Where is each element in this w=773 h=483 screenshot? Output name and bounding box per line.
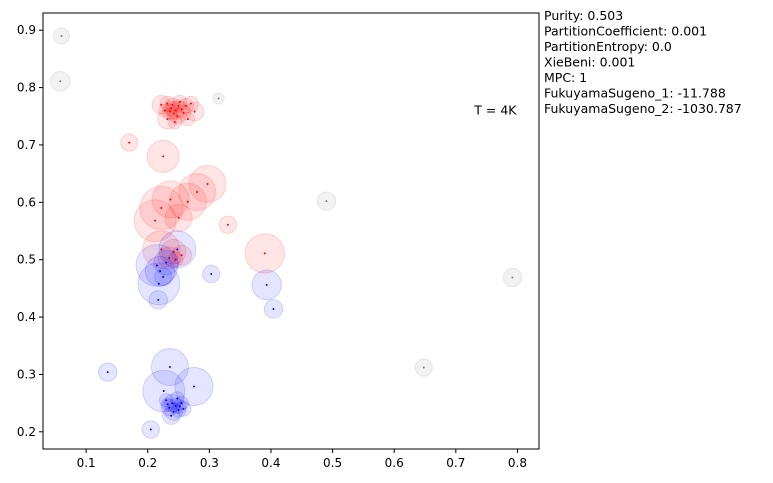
point-center [162, 275, 165, 278]
point-center [172, 410, 175, 413]
point-center [168, 256, 171, 259]
point-center [170, 107, 173, 110]
metric-line: MPC: 1 [544, 70, 587, 85]
point-center [163, 109, 166, 112]
x-tick-label: 0.2 [138, 456, 157, 470]
point-center [511, 276, 514, 279]
x-tick-label: 0.1 [77, 456, 96, 470]
point-center [174, 258, 177, 261]
point-center [160, 248, 163, 251]
point-center [154, 219, 157, 222]
point-center [160, 103, 163, 106]
metric-line: XieBeni: 0.001 [544, 55, 635, 70]
y-tick-label: 0.5 [17, 253, 36, 267]
metric-line: FukuyamaSugeno_2: -1030.787 [544, 101, 742, 116]
point-center [226, 223, 229, 226]
point-center [174, 404, 177, 407]
point-center [159, 270, 162, 273]
point-center [184, 104, 187, 107]
point-center [157, 282, 160, 285]
point-center [172, 250, 175, 253]
point-center [192, 385, 195, 388]
y-tick-label: 0.2 [17, 425, 36, 439]
point-center [176, 248, 179, 251]
point-center [60, 34, 63, 37]
point-center [189, 102, 192, 105]
point-center [182, 407, 185, 410]
point-center [263, 252, 266, 255]
y-tick-label: 0.7 [17, 138, 36, 152]
point-center [160, 207, 163, 210]
point-center [325, 200, 328, 203]
point-center [182, 111, 185, 114]
point-center [217, 97, 220, 100]
point-center [206, 182, 209, 185]
x-tick-label: 0.3 [200, 456, 219, 470]
point-center [186, 118, 189, 121]
point-center [178, 405, 181, 408]
point-center [155, 264, 158, 267]
point-center [180, 254, 183, 257]
point-center [59, 80, 62, 83]
y-tick-label: 0.9 [17, 23, 36, 37]
axes: 0.1 0.2 0.3 0.4 0.5 0.6 0.7 0.8 0.2 0.3 0.4 0.5 0.6 0… [17, 12, 540, 470]
point-center [196, 190, 199, 193]
point-center [178, 100, 181, 103]
x-tick-label: 0.4 [261, 456, 280, 470]
point-center [186, 200, 189, 203]
point-center [149, 428, 152, 431]
point-center [272, 308, 275, 311]
point-center [162, 155, 165, 158]
point-center [171, 103, 174, 106]
point-center [210, 273, 213, 276]
y-tick-label: 0.4 [17, 310, 36, 324]
x-tick-label: 0.6 [385, 456, 404, 470]
point-center [173, 121, 176, 123]
point-center [166, 403, 169, 406]
point-center [180, 108, 183, 111]
point-center [128, 141, 131, 144]
temperature-annotation: T = 4K [473, 103, 517, 118]
point-center [193, 110, 196, 113]
point-center [171, 402, 174, 405]
point-center [165, 399, 168, 402]
y-tick-label: 0.6 [17, 195, 36, 209]
point-center [168, 406, 171, 409]
y-tick-label: 0.3 [17, 367, 36, 381]
point-center [106, 371, 109, 374]
metric-line: PartitionEntropy: 0.0 [544, 39, 672, 54]
x-tick-label: 0.7 [446, 456, 465, 470]
plot-area [49, 27, 523, 439]
point-center [157, 298, 160, 301]
y-tick-label: 0.8 [17, 81, 36, 95]
point-center [174, 109, 177, 112]
point-center [177, 104, 180, 107]
point-center [165, 261, 168, 264]
point-center [168, 110, 171, 113]
point-center [177, 408, 180, 411]
point-center [168, 365, 171, 368]
point-center [180, 402, 183, 405]
metric-line: Purity: 0.503 [544, 8, 623, 23]
point-center [170, 414, 173, 417]
point-center [177, 216, 180, 219]
point-center [422, 366, 425, 369]
point-center [166, 118, 169, 121]
point-center [172, 112, 175, 115]
point-center [265, 283, 268, 286]
metric-line: PartitionCoefficient: 0.001 [544, 24, 707, 39]
point-center [166, 102, 169, 105]
point-center [176, 115, 179, 118]
plot-frame [42, 12, 540, 450]
point-center [162, 390, 165, 393]
metric-line: FukuyamaSugeno_1: -11.788 [544, 86, 726, 101]
point-center [169, 198, 172, 201]
x-tick-label: 0.8 [508, 456, 527, 470]
x-tick-label: 0.5 [323, 456, 342, 470]
point-center [176, 397, 179, 400]
